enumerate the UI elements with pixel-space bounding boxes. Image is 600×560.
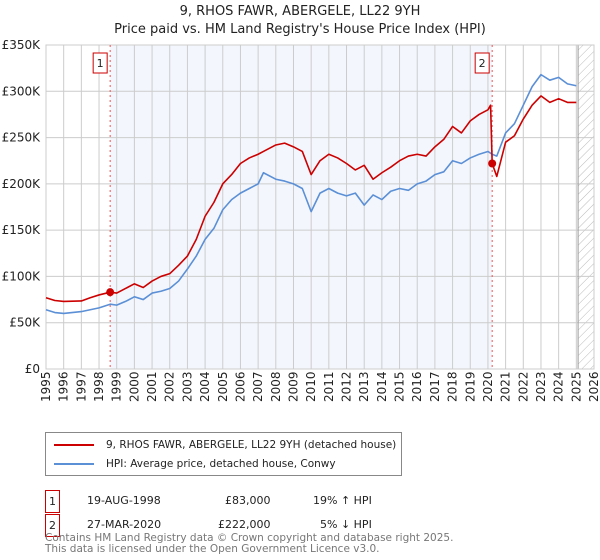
y-tick-label: £250K [2,131,42,145]
x-tick-label: 2026 [587,371,600,402]
series-line [45,95,577,303]
x-tick-label: 2023 [534,371,548,402]
x-tick-label: 2009 [286,371,300,402]
x-tick-label: 2007 [251,371,265,402]
y-tick-label: £300K [2,84,42,98]
x-tick-label: 2000 [127,371,141,402]
line-chart: 1995 1996 1997 1998 1999 2000 2001 2002 2003 2004… [2,38,600,402]
x-tick-label: 1999 [110,371,124,402]
x-tick-label: 2001 [145,371,159,402]
sale-point [488,159,497,168]
x-tick-label: 2019 [463,371,477,402]
x-tick-label: 2006 [233,371,247,402]
x-tick-label: 2021 [499,371,513,402]
sale-label: 2 [479,57,486,70]
sale-date: 19-AUG-1998 [87,494,161,507]
x-tick-label: 2012 [340,371,354,402]
chart-title: 9, RHOS FAWR, ABERGELE, LL22 9YH [179,4,421,19]
legend-item-property: 9, RHOS FAWR, ABERGELE, LL22 9YH (detach… [54,437,396,453]
x-tick-label: 1995 [39,371,53,402]
x-tick-label: 2025 [569,371,583,402]
sale-hpi-diff: 5% ↓ HPI [320,518,372,531]
x-tick-label: 2017 [428,371,442,402]
sale-badge: 2 [45,514,60,537]
y-tick-label: £100K [2,269,42,283]
y-tick-label: £200K [2,177,42,191]
x-tick-label: 2004 [198,371,212,402]
x-tick-label: 1998 [92,371,106,402]
sale-price: £222,000 [218,518,271,531]
x-tick-label: 2022 [516,371,530,402]
x-tick-label: 2013 [357,371,371,402]
x-tick-label: 2008 [269,371,283,402]
x-tick-label: 2003 [180,371,194,402]
y-tick-label: £150K [2,223,42,237]
footer-licence: This data is licensed under the Open Gov… [45,543,380,555]
sale-point [106,288,115,297]
x-tick-label: 1997 [74,371,88,402]
x-tick-label: 2002 [163,371,177,402]
sale-date: 27-MAR-2020 [87,518,162,531]
x-tick-label: 1996 [57,371,71,402]
footer-copyright: Contains HM Land Registry data © Crown c… [45,532,454,544]
y-tick-label: £350K [2,38,42,52]
sale-label-box [92,52,108,74]
sale-label-box [474,52,490,74]
x-tick-label: 2020 [481,371,495,402]
x-tick-label: 2015 [393,371,407,402]
legend-label: HPI: Average price, detached house, Conw… [106,458,336,470]
y-tick-label: £0 [25,362,40,376]
legend-swatch-blue [54,463,94,465]
plot-frame [45,44,595,370]
y-tick-label: £50K [9,316,41,330]
x-tick-label: 2024 [552,371,566,402]
sale-badge: 1 [45,490,60,513]
x-tick-label: 2018 [446,371,460,402]
footer: Contains HM Land Registry data © Crown c… [45,533,453,555]
legend: 9, RHOS FAWR, ABERGELE, LL22 9YH (detach… [45,432,402,476]
x-tick-label: 2010 [304,371,318,402]
x-tick-label: 2016 [410,371,424,402]
chart-subtitle: Price paid vs. HM Land Registry's House … [114,22,486,37]
sale-hpi-diff: 19% ↑ HPI [313,494,372,507]
x-tick-label: 2014 [375,371,389,402]
legend-swatch-red [54,444,94,446]
legend-item-hpi: HPI: Average price, detached house, Conw… [54,456,336,472]
sale-price: £83,000 [225,494,271,507]
sale-label: 1 [97,57,104,70]
ownership-shading [110,45,493,369]
forecast-hatch [578,45,594,369]
x-tick-label: 2011 [322,371,336,402]
legend-label: 9, RHOS FAWR, ABERGELE, LL22 9YH (detach… [106,439,397,451]
x-tick-label: 2005 [216,371,230,402]
